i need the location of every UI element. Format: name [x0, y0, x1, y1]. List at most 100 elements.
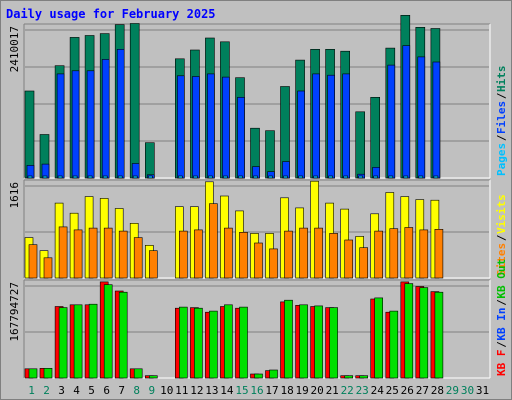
bar-pages: [268, 175, 273, 179]
bar-sites: [43, 257, 53, 279]
bar-sites: [329, 233, 338, 279]
bar-pages: [87, 175, 93, 179]
bar-files: [327, 74, 335, 179]
x-tick-label: 14: [220, 384, 234, 397]
bar-files: [222, 76, 230, 179]
x-tick-label: 10: [160, 384, 173, 397]
bar-kb-out: [103, 284, 113, 379]
bar-sites: [404, 227, 414, 279]
bar-pages: [102, 175, 108, 179]
y-max-label: 1616: [8, 182, 21, 209]
bar-sites: [284, 230, 293, 279]
bar-files: [402, 45, 411, 179]
bar-sites: [103, 227, 113, 279]
bar-sites: [239, 232, 248, 279]
bar-files: [177, 75, 185, 179]
chart-title: Daily usage for February 2025: [6, 7, 216, 21]
bar-files: [282, 161, 290, 179]
x-tick-label: 31: [476, 384, 489, 397]
bar-files: [101, 59, 110, 179]
bar-kb-out: [133, 368, 143, 379]
bar-pages: [223, 175, 228, 179]
x-tick-label: 18: [280, 384, 293, 397]
x-tick-label: 15: [235, 384, 248, 397]
bar-hits: [355, 111, 366, 179]
x-tick-label: 4: [73, 384, 80, 397]
bar-pages: [358, 175, 364, 179]
bar-hits: [129, 23, 140, 179]
bar-sites: [194, 229, 203, 279]
bar-kb-out: [404, 283, 414, 379]
bar-pages: [193, 175, 198, 179]
bar-files: [432, 61, 441, 179]
bar-sites: [419, 229, 429, 279]
bar-kb-out: [314, 305, 323, 379]
bar-sites: [58, 226, 68, 279]
legend-entry: Files: [495, 101, 508, 134]
bar-kb-out: [359, 375, 369, 379]
x-tick-label: 2: [43, 384, 50, 397]
bar-kb-out: [344, 375, 354, 379]
x-tick-label: 28: [431, 384, 444, 397]
bar-pages: [403, 175, 409, 179]
x-tick-label: 9: [148, 384, 155, 397]
x-tick-label: 8: [133, 384, 140, 397]
bar-sites: [434, 229, 444, 279]
bar-pages: [178, 175, 183, 179]
bar-pages: [373, 175, 379, 179]
bar-sites: [269, 248, 278, 279]
legend-separator: /: [495, 134, 508, 141]
bar-kb-out: [254, 373, 263, 379]
bar-kb-out: [239, 306, 248, 379]
bar-sites: [133, 237, 143, 279]
bar-kb-out: [179, 306, 188, 379]
x-tick-label: 6: [103, 384, 110, 397]
bar-files: [297, 90, 305, 179]
x-tick-label: 7: [118, 384, 125, 397]
legend-entry: Pages: [495, 143, 508, 176]
x-tick-label: 19: [295, 384, 308, 397]
bar-sites: [374, 230, 384, 279]
x-tick-label: 13: [205, 384, 218, 397]
bar-sites: [254, 242, 263, 279]
bar-files: [417, 56, 426, 179]
legend-separator: /: [495, 299, 508, 306]
bar-kb-out: [58, 307, 68, 379]
bar-pages: [238, 175, 243, 179]
bar-hits: [265, 130, 275, 179]
bar-kb-out: [419, 287, 429, 379]
bar-pages: [72, 175, 78, 179]
bar-sites: [88, 227, 98, 279]
x-tick-label: 22: [341, 384, 354, 397]
bar-sites: [179, 230, 188, 279]
bar-pages: [42, 175, 48, 179]
bar-pages: [57, 175, 63, 179]
bar-sites: [224, 227, 233, 279]
bar-kb-out: [118, 291, 128, 379]
bar-sites: [359, 247, 369, 279]
bar-files: [71, 70, 80, 179]
bar-kb-out: [329, 307, 338, 379]
legend-entry: Hits: [495, 66, 508, 93]
bar-sites: [118, 230, 128, 279]
legend-entry: KB F: [495, 350, 508, 377]
bar-sites: [28, 244, 38, 279]
bar-pages: [298, 175, 303, 179]
legend-separator: /: [495, 234, 508, 241]
legend-separator: /: [495, 92, 508, 99]
bar-pages: [132, 175, 138, 179]
bar-files: [192, 76, 200, 179]
bar-kb-out: [284, 299, 293, 379]
bar-kb-out: [224, 304, 233, 379]
x-tick-label: 26: [401, 384, 414, 397]
bar-kb-out: [269, 369, 278, 379]
y-max-label: 2410017: [8, 26, 21, 72]
bar-kb-out: [88, 303, 98, 379]
bar-sites: [314, 227, 323, 279]
bar-kb-out: [299, 304, 308, 379]
bar-sites: [389, 228, 399, 279]
x-tick-label: 23: [356, 384, 369, 397]
legend-entry: Visits: [495, 194, 508, 234]
x-tick-label: 5: [88, 384, 95, 397]
